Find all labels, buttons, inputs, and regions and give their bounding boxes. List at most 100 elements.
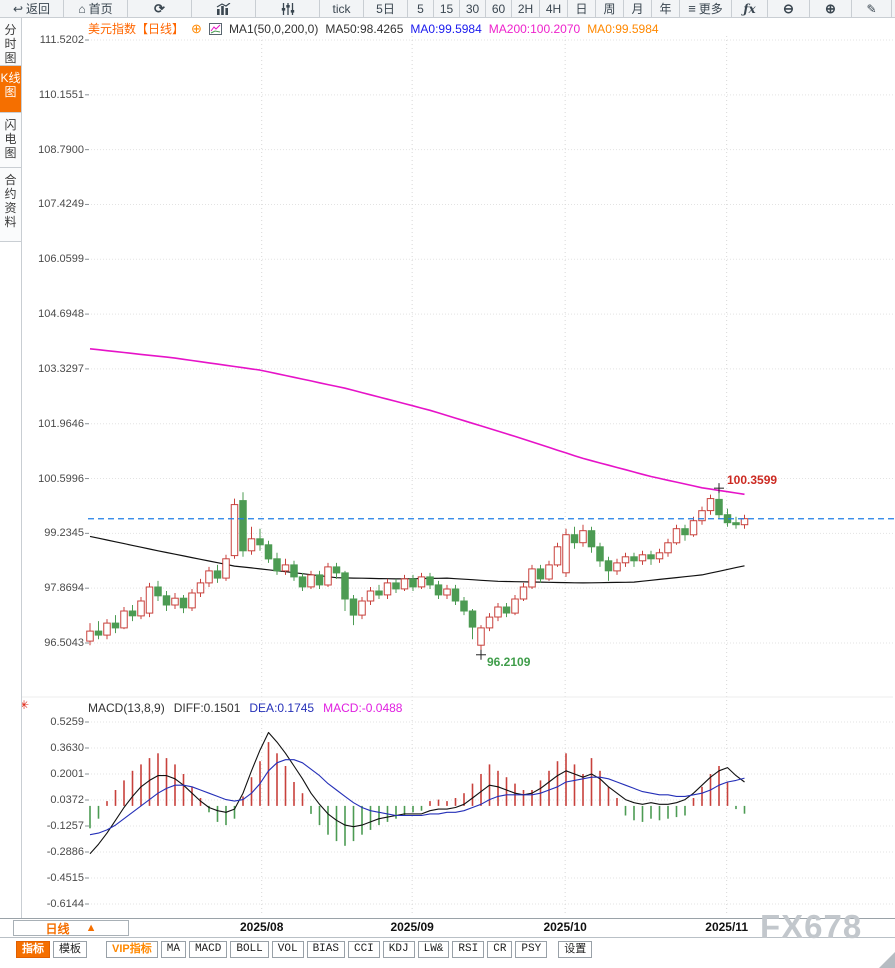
period-4h-button[interactable]: 4H: [540, 0, 568, 17]
period-15m-button-label: 15: [439, 1, 454, 16]
top-toolbar: ↩ 返回 ⌂ 首页 ⟳ tick 5日 5 15 30 60 2H 4H 日周月年 ≡ 更多 ƒx ⊖ ⊕ ✎: [0, 0, 895, 18]
zoom-out-button[interactable]: ⊖: [768, 0, 810, 17]
tab-psy[interactable]: PSY: [515, 941, 548, 958]
symbol-period-label: 【日线】: [136, 22, 185, 36]
macd-axis-label: -0.1257: [46, 820, 84, 832]
macd-axis-label: -0.4515: [46, 872, 84, 884]
tab-cr[interactable]: CR: [487, 941, 513, 958]
macd-hist-value: MACD:-0.0488: [323, 701, 403, 715]
tab-boll[interactable]: BOLL: [230, 941, 269, 958]
zoom-in-icon: ⊕: [825, 1, 836, 16]
period-tick-button[interactable]: tick: [320, 0, 364, 17]
macd-axis-label: 0.0372: [50, 794, 84, 806]
period-60m-button[interactable]: 60: [486, 0, 512, 17]
tab-rsi[interactable]: RSI: [452, 941, 485, 958]
back-button-label: 返回: [26, 2, 51, 16]
resize-handle[interactable]: [879, 952, 895, 968]
macd-settings-label: MACD(13,8,9): [88, 701, 165, 715]
tab-macd[interactable]: MACD: [188, 941, 228, 958]
period-4h-button-label: 4H: [545, 1, 562, 16]
period-15m-button[interactable]: 15: [434, 0, 460, 17]
tab-templates[interactable]: 模板: [53, 941, 87, 958]
price-axis-label: 104.6948: [38, 308, 84, 321]
period-month-button[interactable]: 月: [624, 0, 652, 17]
zoom-in-button[interactable]: ⊕: [810, 0, 852, 17]
price-axis-label: 100.5996: [38, 472, 84, 485]
ma0-value-blue: MA0:99.5984: [410, 21, 482, 36]
tab-settings[interactable]: 设置: [558, 941, 593, 958]
price-axis-label: 111.5202: [39, 34, 84, 46]
tab-indicators[interactable]: 指标: [16, 941, 50, 958]
chart-style-button[interactable]: [192, 0, 256, 17]
price-axis-label: 107.4249: [38, 198, 84, 211]
sidebar-item-lightning-chart[interactable]: 闪电图: [0, 113, 21, 168]
period-selector-label: 日线: [45, 921, 70, 936]
period-day-button[interactable]: 日: [568, 0, 596, 17]
back-button[interactable]: ↩ 返回: [0, 0, 64, 17]
sidebar-item-time-chart[interactable]: 分时图: [0, 18, 21, 66]
tab-ma[interactable]: MA: [160, 941, 186, 958]
refresh-button[interactable]: ⟳: [128, 0, 192, 17]
symbol-name: 美元指数: [88, 22, 137, 36]
period-5m-button[interactable]: 5: [408, 0, 434, 17]
period-2h-button[interactable]: 2H: [512, 0, 540, 17]
date-axis-label: 2025/11: [705, 920, 748, 934]
tab-vip-indicators[interactable]: VIP指标: [106, 941, 158, 958]
macd-axis-label: 0.3630: [50, 742, 84, 754]
ma0-value-orange: MA0:99.5984: [587, 21, 659, 36]
zoom-out-icon: ⊖: [783, 1, 794, 16]
kline-style-icon[interactable]: [208, 22, 222, 35]
up-triangle-icon: ▲: [85, 922, 97, 934]
draw-pen-button[interactable]: ✎: [852, 0, 892, 17]
more-button-label: 更多: [698, 2, 723, 16]
formula-button[interactable]: ƒx: [732, 0, 768, 17]
tab-kdj[interactable]: KDJ: [382, 941, 415, 958]
macd-axis-label: -0.6144: [46, 898, 84, 910]
home-button-label: 首页: [88, 2, 113, 16]
indicator-burst-icon[interactable]: ✳: [19, 698, 30, 712]
indicator-params-button[interactable]: [256, 0, 320, 17]
formula-fx-icon: ƒx: [743, 1, 756, 16]
add-circle-icon[interactable]: ⊕: [191, 20, 202, 36]
period-5d-button-label: 5日: [376, 2, 395, 16]
sliders-icon: [281, 2, 294, 15]
macd-axis-label: 0.5259: [50, 716, 84, 728]
tab-cci[interactable]: CCI: [347, 941, 380, 958]
tab-bias[interactable]: BIAS: [306, 941, 345, 958]
price-axis-label: 110.1551: [38, 88, 84, 101]
price-axis-label: 96.5043: [44, 637, 84, 649]
macd-header: MACD(13,8,9) DIFF:0.1501 DEA:0.1745 MACD…: [88, 701, 402, 715]
period-year-button[interactable]: 年: [652, 0, 680, 17]
period-selector-button[interactable]: 日线 ▲: [13, 920, 129, 936]
sidebar-item-contract-info[interactable]: 合约资料: [0, 168, 21, 242]
price-axis-label: 101.9646: [38, 417, 84, 430]
date-axis-label: 2025/09: [390, 920, 434, 934]
price-axis-label: 106.0599: [38, 253, 84, 266]
ma200-value: MA200:100.2070: [488, 21, 581, 36]
sidebar-item-kline-chart[interactable]: K线图: [0, 66, 21, 113]
period-week-button-label: 周: [603, 2, 616, 16]
home-button[interactable]: ⌂ 首页: [64, 0, 128, 17]
chart-bars-icon: [216, 2, 231, 15]
price-axis-label: 99.2345: [44, 527, 84, 540]
period-30m-button[interactable]: 30: [460, 0, 486, 17]
indicator-tabbar: 指标 模板 VIP指标 MA MACD BOLL VOL BIAS CCI KDJ LW& RSI CR…: [0, 937, 895, 968]
chart-header: 美元指数 【日线】 ⊕ MA1(50,0,200,0) MA50:98.4265 …: [88, 20, 659, 37]
high-price-label: 100.3599: [727, 473, 778, 488]
date-axis-label: 2025/08: [239, 920, 284, 934]
macd-diff-value: DIFF:0.1501: [173, 701, 241, 715]
back-arrow-icon: ↩: [12, 1, 24, 16]
date-axis: 日线 ▲: [0, 918, 895, 938]
tab-lw[interactable]: LW&: [417, 941, 450, 958]
macd-dea-value: DEA:0.1745: [249, 701, 315, 715]
tab-vol[interactable]: VOL: [271, 941, 304, 958]
period-5d-button[interactable]: 5日: [364, 0, 408, 17]
price-axis-label: 103.3297: [38, 362, 84, 375]
left-sidebar: 分时图 K线图 闪电图 合约资料: [0, 18, 22, 918]
period-year-button-label: 年: [659, 2, 672, 16]
home-icon: ⌂: [78, 1, 86, 16]
period-week-button[interactable]: 周: [596, 0, 624, 17]
more-button[interactable]: ≡ 更多: [680, 0, 732, 17]
